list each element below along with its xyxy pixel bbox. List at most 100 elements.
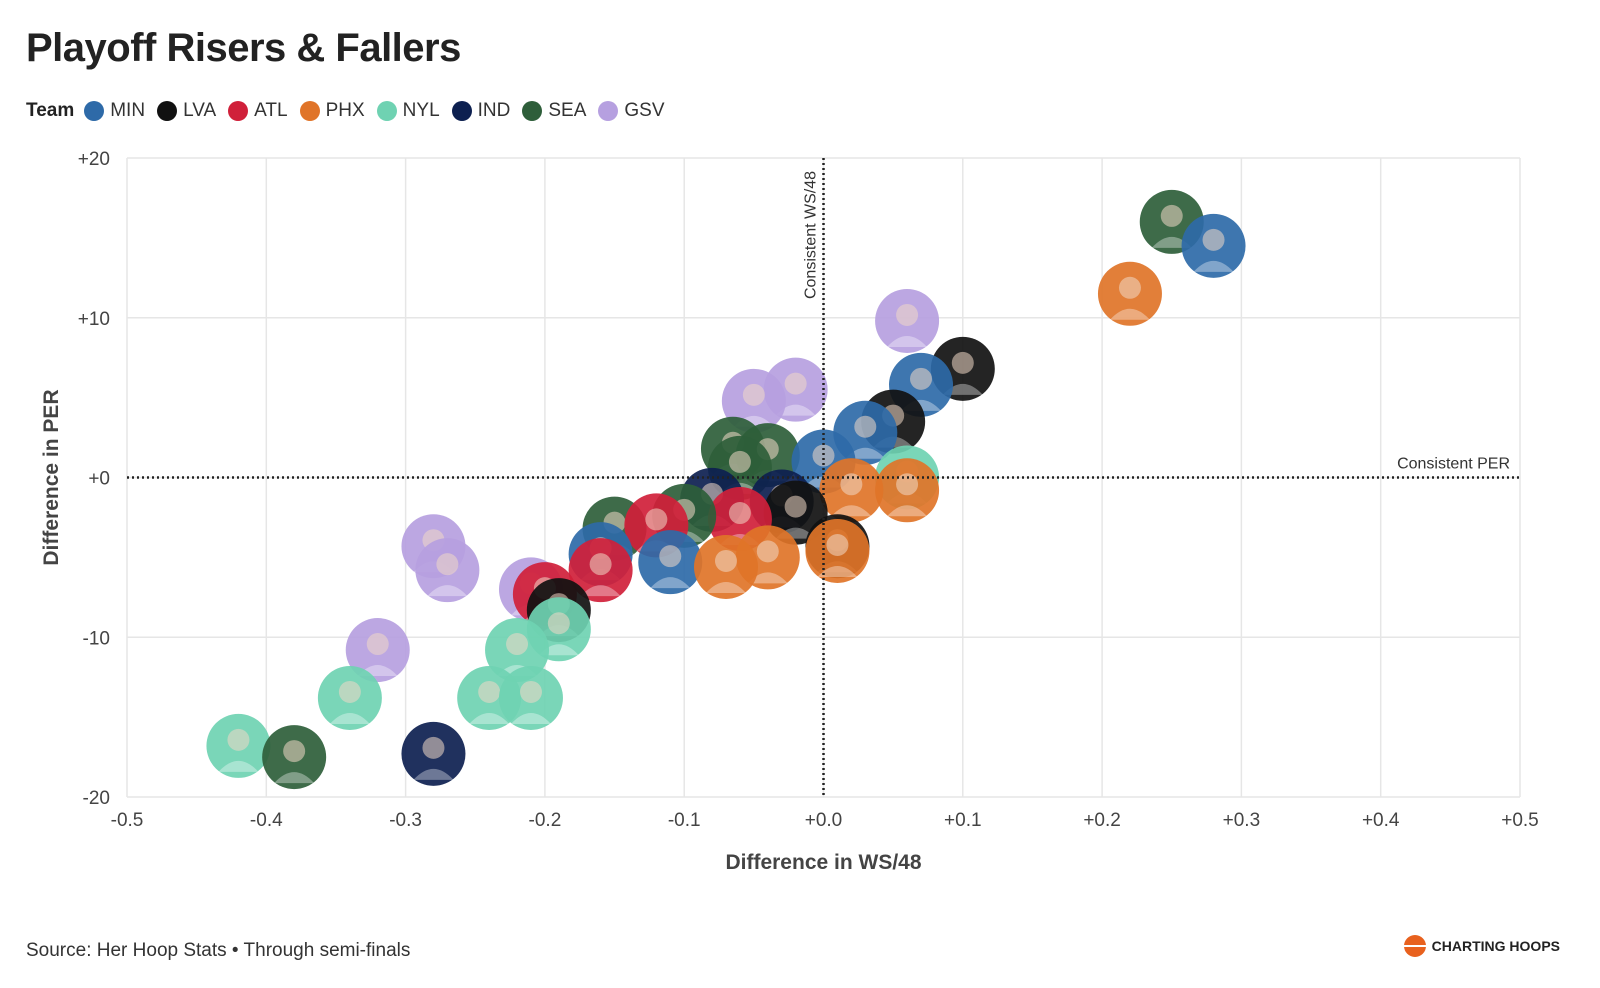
player-head-icon xyxy=(338,680,361,703)
player-head-icon xyxy=(896,303,919,326)
player-head-icon xyxy=(854,415,877,438)
player-head-icon xyxy=(910,367,933,390)
player-body-icon xyxy=(845,447,886,459)
player-head-icon xyxy=(283,740,306,763)
player-head-icon xyxy=(422,736,445,759)
legend-swatch xyxy=(598,101,619,121)
legend-item-ind: IND xyxy=(451,100,510,122)
player-body-icon xyxy=(1193,260,1234,272)
x-tick-label: +0.0 xyxy=(805,810,843,831)
player-body-icon xyxy=(817,565,858,577)
player-head-icon xyxy=(436,553,459,576)
legend-label: SEA xyxy=(548,100,587,121)
player-body-icon xyxy=(775,404,816,416)
x-axis-title: Difference in WS/48 xyxy=(725,851,921,874)
player-body-icon xyxy=(218,760,259,772)
player-head-icon xyxy=(826,533,849,556)
brand-name: CHARTING HOOPS xyxy=(1431,938,1560,954)
x-tick-label: +0.3 xyxy=(1223,810,1261,831)
player-body-icon xyxy=(887,335,928,347)
legend-label: PHX xyxy=(325,100,365,121)
player-body-icon xyxy=(413,768,454,780)
player-head-icon xyxy=(589,553,612,576)
player-point-gsv xyxy=(415,538,480,603)
player-head-icon xyxy=(756,540,779,563)
x-tick-label: +0.1 xyxy=(944,810,982,831)
player-head-icon xyxy=(951,351,974,374)
player-head-icon xyxy=(784,495,807,518)
player-body-icon xyxy=(510,712,551,724)
legend-title: Team xyxy=(26,100,75,121)
y-tick-label: +10 xyxy=(78,309,110,330)
player-point-gsv xyxy=(875,288,940,353)
source-note: Source: Her Hoop Stats • Through semi-fi… xyxy=(26,940,411,961)
legend-item-min: MIN xyxy=(84,100,145,122)
x-tick-label: -0.4 xyxy=(250,810,283,831)
player-head-icon xyxy=(784,372,807,395)
legend-swatch xyxy=(157,101,178,121)
player-body-icon xyxy=(427,585,468,597)
player-head-icon xyxy=(1118,276,1141,299)
player-point-nyl xyxy=(498,665,563,730)
x-tick-label: -0.5 xyxy=(111,810,144,831)
reference-label-horizontal: Consistent PER xyxy=(1397,456,1510,473)
y-tick-label: -20 xyxy=(83,788,110,809)
x-tick-label: -0.2 xyxy=(529,810,562,831)
x-tick-label: -0.3 xyxy=(389,810,422,831)
legend-swatch xyxy=(84,101,105,121)
player-point-nyl xyxy=(317,665,382,730)
player-point-phx xyxy=(1097,261,1162,326)
y-tick-label: -10 xyxy=(83,628,110,649)
player-head-icon xyxy=(1202,228,1225,251)
player-head-icon xyxy=(812,444,835,467)
legend-item-atl: ATL xyxy=(228,100,288,122)
legend: Team MIN LVA ATL PHX NYL IND SEA GSV xyxy=(26,100,677,122)
player-head-icon xyxy=(714,549,737,572)
player-point-min xyxy=(1181,213,1246,278)
x-tick-label: +0.5 xyxy=(1501,810,1539,831)
player-head-icon xyxy=(645,508,668,531)
player-body-icon xyxy=(887,505,928,517)
legend-swatch xyxy=(299,101,320,121)
legend-item-phx: PHX xyxy=(299,100,365,122)
x-tick-label: -0.1 xyxy=(668,810,701,831)
player-point-ind xyxy=(401,721,466,786)
legend-label: GSV xyxy=(624,100,665,121)
player-head-icon xyxy=(728,502,751,525)
player-point-phx xyxy=(693,534,758,599)
legend-swatch xyxy=(376,101,397,121)
player-head-icon xyxy=(728,450,751,473)
player-body-icon xyxy=(705,581,746,593)
player-point-min xyxy=(638,530,703,595)
player-body-icon xyxy=(1109,308,1150,320)
legend-label: LVA xyxy=(183,100,217,121)
brand-logo: CHARTING HOOPS xyxy=(1403,935,1560,957)
player-head-icon xyxy=(896,473,919,496)
y-tick-label: +0 xyxy=(88,469,110,490)
legend-label: MIN xyxy=(110,100,146,121)
legend-item-gsv: GSV xyxy=(598,100,665,122)
player-head-icon xyxy=(742,383,765,406)
player-body-icon xyxy=(747,572,788,584)
player-point-phx xyxy=(805,518,870,583)
player-point-atl xyxy=(568,538,633,603)
player-head-icon xyxy=(366,633,389,656)
player-head-icon xyxy=(659,545,682,568)
legend-label: NYL xyxy=(402,100,440,121)
player-body-icon xyxy=(831,505,872,517)
player-body-icon xyxy=(650,577,691,589)
legend-item-sea: SEA xyxy=(522,100,586,122)
legend-swatch xyxy=(451,101,472,121)
chart-title: Playoff Risers & Fallers xyxy=(26,26,461,70)
player-point-phx xyxy=(875,458,940,523)
y-axis-title: Difference in PER xyxy=(40,389,63,565)
player-body-icon xyxy=(469,712,510,724)
x-tick-label: +0.4 xyxy=(1362,810,1400,831)
player-point-nyl xyxy=(206,713,271,778)
player-head-icon xyxy=(519,680,542,703)
player-body-icon xyxy=(329,712,370,724)
player-head-icon xyxy=(506,633,529,656)
player-body-icon xyxy=(274,772,315,784)
player-point-sea xyxy=(262,725,327,790)
